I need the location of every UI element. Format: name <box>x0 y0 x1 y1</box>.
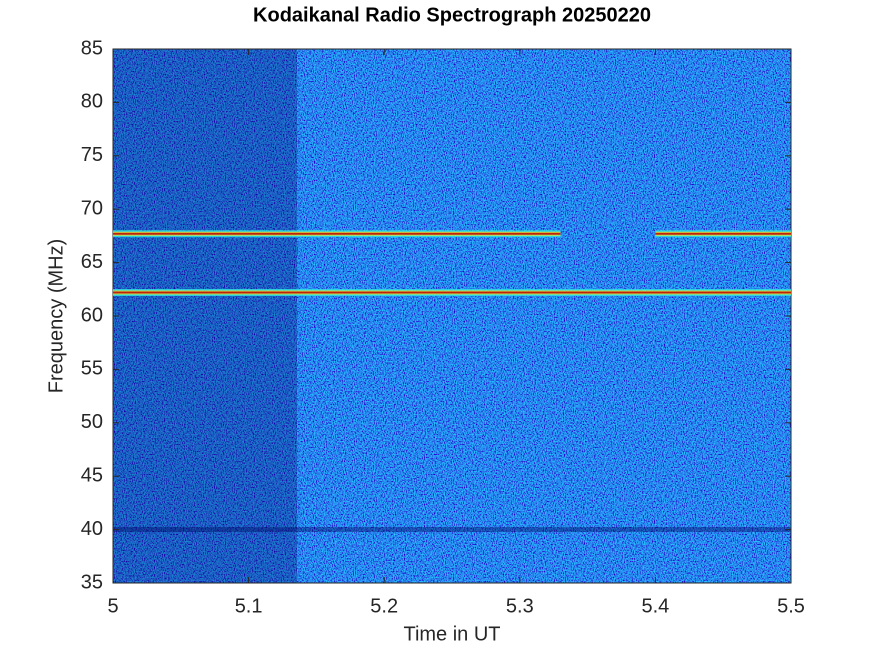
band-layer <box>113 232 561 235</box>
band <box>113 230 561 238</box>
y-tick-label: 45 <box>81 464 103 486</box>
y-tick-label: 85 <box>81 37 103 59</box>
band <box>113 289 791 297</box>
band-layer <box>655 232 791 235</box>
y-tick-label: 60 <box>81 304 103 326</box>
spectrogram <box>113 49 791 583</box>
y-tick-label: 65 <box>81 251 103 273</box>
x-tick-label: 5.1 <box>235 595 263 617</box>
x-axis-label: Time in UT <box>403 623 500 645</box>
x-tick-label: 5.4 <box>641 595 669 617</box>
y-tick-label: 80 <box>81 91 103 113</box>
y-tick-label: 40 <box>81 518 103 540</box>
band <box>655 230 791 238</box>
dark-stripe <box>113 527 791 532</box>
y-axis-label: Frequency (MHz) <box>45 239 67 393</box>
x-tick-label: 5.2 <box>370 595 398 617</box>
dark-region <box>113 49 297 583</box>
x-tick-label: 5.5 <box>777 595 805 617</box>
y-tick-label: 50 <box>81 411 103 433</box>
y-tick-label: 35 <box>81 571 103 593</box>
y-tick-label: 75 <box>81 144 103 166</box>
chart-title: Kodaikanal Radio Spectrograph 20250220 <box>253 4 651 26</box>
x-tick-label: 5.3 <box>506 595 534 617</box>
x-tick-label: 5 <box>107 595 118 617</box>
y-tick-label: 55 <box>81 358 103 380</box>
y-tick-label: 70 <box>81 197 103 219</box>
band-layer <box>113 291 791 294</box>
